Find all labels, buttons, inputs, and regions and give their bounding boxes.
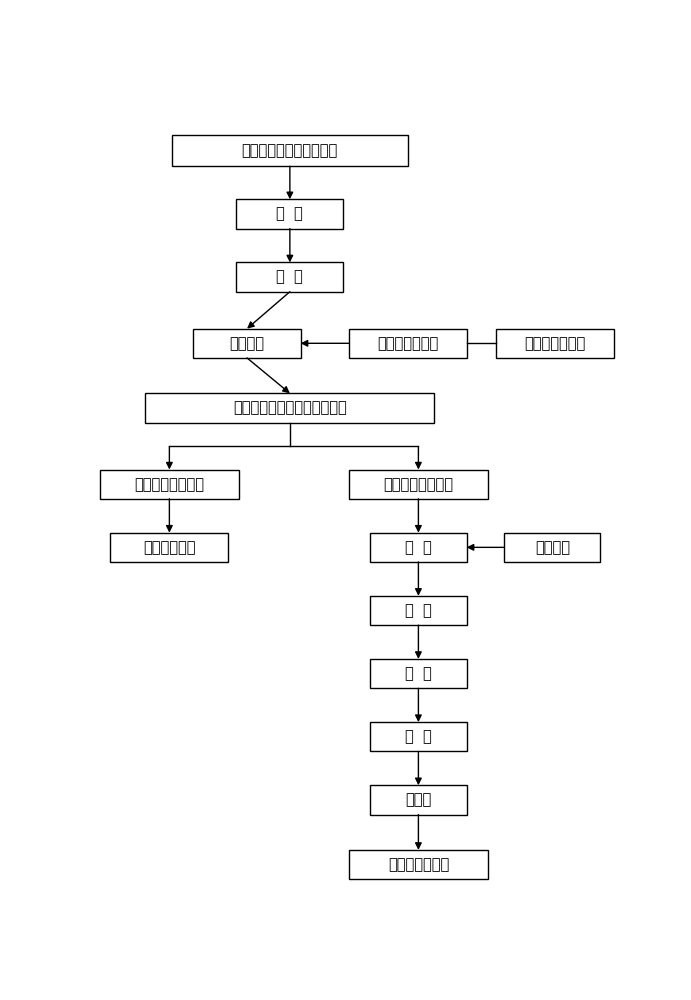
- Bar: [236, 262, 343, 292]
- Bar: [172, 135, 408, 166]
- Text: 标准化: 标准化: [406, 792, 431, 807]
- Bar: [145, 393, 435, 423]
- Bar: [370, 596, 466, 625]
- Bar: [349, 470, 488, 499]
- Text: 粉  碎: 粉 碎: [405, 729, 432, 744]
- Text: 复合凝聚剂溶液: 复合凝聚剂溶液: [524, 336, 585, 351]
- Text: 自动排渣蝶式离心机在线分离: 自动排渣蝶式离心机在线分离: [233, 400, 347, 415]
- Bar: [496, 329, 614, 358]
- Text: 干  燥: 干 燥: [405, 666, 432, 681]
- Text: 脱  色: 脱 色: [405, 603, 432, 618]
- Text: 低分子果胶成品: 低分子果胶成品: [388, 857, 449, 872]
- Bar: [370, 533, 466, 562]
- Text: 中  和: 中 和: [276, 206, 303, 221]
- Text: 盐析凝聚: 盐析凝聚: [229, 336, 265, 351]
- Bar: [193, 329, 301, 358]
- Text: 柑橘罐头酸碱去囊衣废水: 柑橘罐头酸碱去囊衣废水: [242, 143, 338, 158]
- Bar: [349, 329, 466, 358]
- Text: 酸化酒精: 酸化酒精: [535, 540, 570, 555]
- Text: 低分子果胶凝聚物: 低分子果胶凝聚物: [384, 477, 453, 492]
- Bar: [236, 199, 343, 229]
- Text: 脱  盐: 脱 盐: [405, 540, 432, 555]
- Text: 去低分子果胶废水: 去低分子果胶废水: [134, 477, 205, 492]
- Text: 射流泵在线添加: 射流泵在线添加: [377, 336, 438, 351]
- Bar: [370, 722, 466, 751]
- Text: 城市污水管网: 城市污水管网: [143, 540, 196, 555]
- Bar: [100, 470, 239, 499]
- Bar: [111, 533, 228, 562]
- Bar: [370, 785, 466, 815]
- Bar: [504, 533, 600, 562]
- Bar: [370, 659, 466, 688]
- Text: 粗  滤: 粗 滤: [276, 270, 303, 285]
- Bar: [349, 850, 488, 879]
